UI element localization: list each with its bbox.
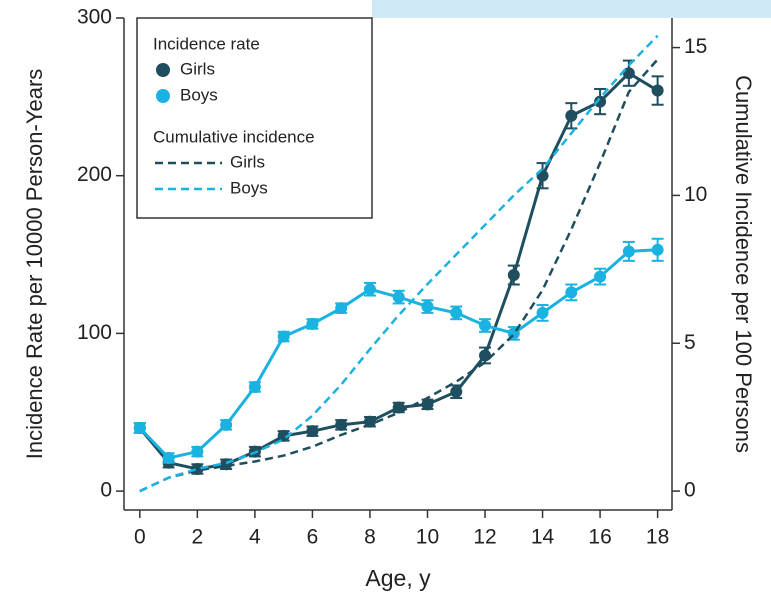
legend-title: Incidence rate (153, 34, 260, 53)
x-tick-label: 2 (192, 526, 204, 549)
y2-tick-label: 15 (684, 35, 707, 58)
point (421, 301, 433, 313)
point (565, 110, 577, 122)
point (163, 452, 175, 464)
x-axis-label: Age, y (365, 565, 431, 591)
x-tick-label: 16 (588, 526, 611, 549)
x-tick-label: 10 (416, 526, 439, 549)
point (278, 331, 290, 343)
y2-tick-label: 5 (684, 331, 696, 354)
point (335, 419, 347, 431)
point (537, 307, 549, 319)
point (134, 422, 146, 434)
point (623, 245, 635, 257)
x-tick-label: 14 (531, 526, 555, 549)
point (335, 302, 347, 314)
point (364, 283, 376, 295)
y-tick-label: 300 (77, 6, 112, 29)
point (393, 291, 405, 303)
y-tick-label: 100 (77, 321, 112, 344)
point (306, 318, 318, 330)
x-tick-label: 6 (307, 526, 319, 549)
legend-label: Girls (180, 59, 215, 78)
y2-axis-label: Cumulative Incidence per 100 Persons (731, 75, 756, 453)
chart: Age, y Incidence Rate per 10000 Person-Y… (0, 0, 771, 601)
y-tick-label: 0 (100, 479, 112, 502)
point (508, 269, 520, 281)
legend-label: Boys (180, 85, 218, 104)
point (220, 419, 232, 431)
y2-tick-label: 10 (684, 183, 707, 206)
y2-tick-label: 0 (684, 479, 696, 502)
y-axis-label: Incidence Rate per 10000 Person-Years (22, 69, 47, 460)
y-tick-label: 200 (77, 163, 112, 186)
point (450, 386, 462, 398)
x-tick-label: 12 (473, 526, 496, 549)
point (652, 244, 664, 256)
x-tick-label: 18 (646, 526, 669, 549)
point (249, 381, 261, 393)
point (191, 446, 203, 458)
legend-swatch (156, 89, 170, 103)
point (565, 286, 577, 298)
x-tick-label: 0 (134, 526, 146, 549)
legend-swatch (156, 63, 170, 77)
x-tick-label: 8 (364, 526, 376, 549)
series-line (140, 250, 658, 458)
x-tick-label: 4 (249, 526, 261, 549)
point (594, 271, 606, 283)
legend-title: Cumulative incidence (153, 127, 315, 146)
point (479, 349, 491, 361)
point (450, 307, 462, 319)
point (479, 320, 491, 332)
legend-label: Boys (230, 178, 268, 197)
legend-label: Girls (230, 152, 265, 171)
point (306, 425, 318, 437)
point (652, 85, 664, 97)
map-fragment (372, 0, 771, 18)
